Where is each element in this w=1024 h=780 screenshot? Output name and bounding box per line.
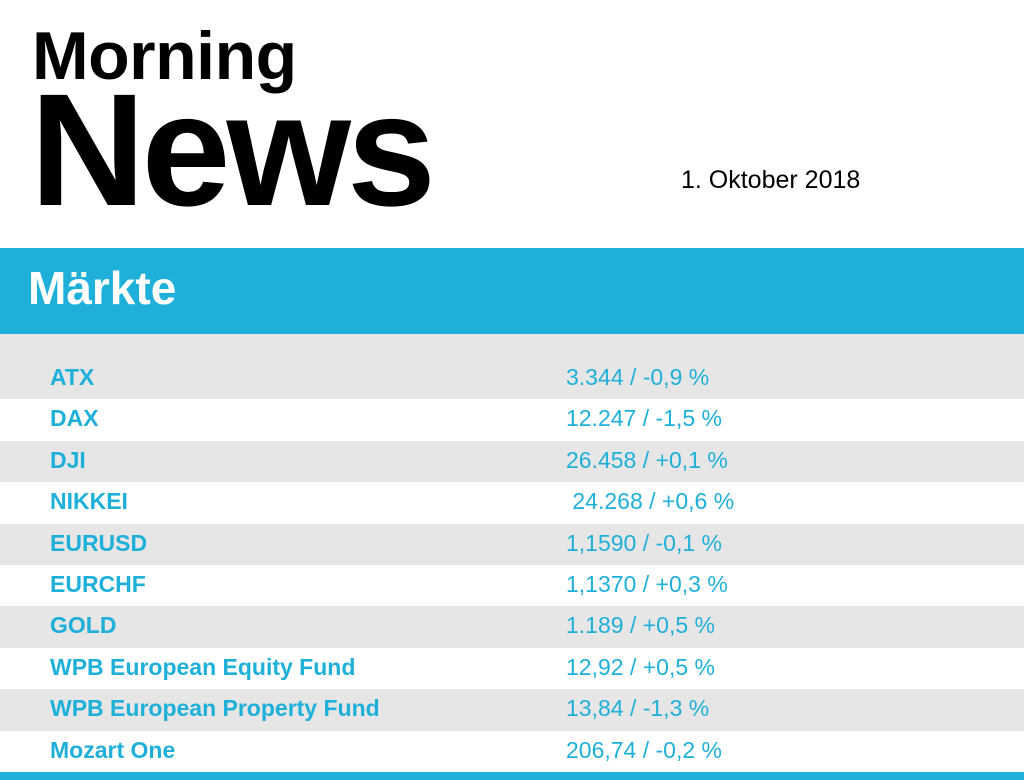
title-morning: Morning: [32, 18, 297, 94]
market-row-eurusd: EURUSD 1,1590 / -0,1 %: [0, 523, 1024, 565]
bottom-divider: [0, 772, 1024, 780]
market-value: 1,1370 / +0,3 %: [566, 570, 728, 597]
market-row-dax: DAX 12.247 / -1,5 %: [0, 399, 1024, 441]
market-row-atx: ATX 3.344 / -0,9 %: [0, 358, 1024, 400]
market-row-nikkei: NIKKEI 24.268 / +0,6 %: [0, 482, 1024, 524]
market-name: DJI: [50, 446, 86, 473]
table-top-padding: [0, 334, 1024, 358]
market-value: 1,1590 / -0,1 %: [566, 529, 722, 556]
issue-date: 1. Oktober 2018: [681, 166, 861, 194]
market-row-gold: GOLD 1.189 / +0,5 %: [0, 606, 1024, 648]
market-row-wpb-property: WPB European Property Fund 13,84 / -1,3 …: [0, 689, 1024, 731]
market-row-wpb-equity: WPB European Equity Fund 12,92 / +0,5 %: [0, 647, 1024, 690]
market-name: DAX: [50, 405, 99, 432]
market-value: 24.268 / +0,6 %: [566, 488, 735, 515]
market-name: WPB European Property Fund: [50, 695, 380, 722]
market-name: GOLD: [50, 612, 117, 639]
section-title: Märkte: [28, 262, 177, 314]
market-name: ATX: [50, 364, 95, 390]
section-banner-maerkte: Märkte: [0, 248, 1024, 334]
market-name: WPB European Equity Fund: [50, 653, 356, 680]
market-value: 1.189 / +0,5 %: [566, 612, 715, 639]
market-value: 26.458 / +0,1 %: [566, 446, 728, 473]
market-value: 206,74 / -0,2 %: [566, 736, 722, 763]
market-row-mozart-one: Mozart One 206,74 / -0,2 %: [0, 730, 1024, 772]
market-value: 3.344 / -0,9 %: [566, 364, 710, 390]
market-value: 12.247 / -1,5 %: [566, 405, 722, 432]
market-name: EURUSD: [50, 529, 148, 556]
market-value: 13,84 / -1,3 %: [566, 695, 710, 722]
market-name: EURCHF: [50, 570, 146, 597]
market-table: ATX 3.344 / -0,9 % DAX 12.247 / -1,5 % D…: [0, 358, 1024, 772]
market-row-dji: DJI 26.458 / +0,1 %: [0, 440, 1024, 483]
market-name: NIKKEI: [50, 488, 128, 515]
market-name: Mozart One: [50, 736, 176, 763]
title-news: News: [30, 60, 436, 239]
market-row-eurchf: EURCHF 1,1370 / +0,3 %: [0, 564, 1024, 607]
market-value: 12,92 / +0,5 %: [566, 653, 715, 680]
